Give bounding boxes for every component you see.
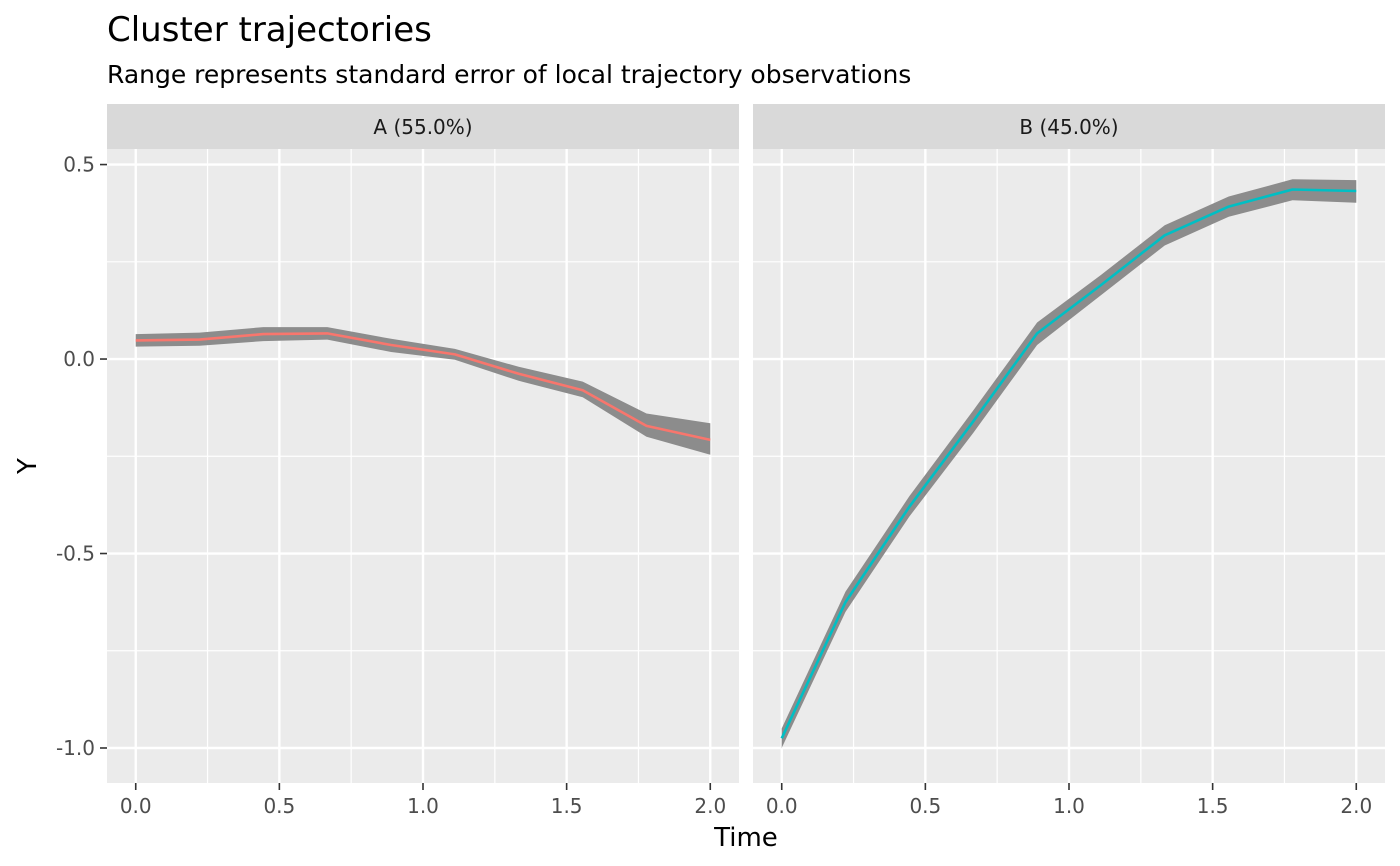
y-tick-label: -0.5	[56, 542, 95, 566]
y-axis-title: Y	[13, 458, 43, 475]
y-tick-label: 0.0	[63, 347, 95, 371]
x-tick-label: 2.0	[1340, 794, 1372, 818]
x-tick-label: 2.0	[694, 794, 726, 818]
x-tick-label: 1.0	[1053, 794, 1085, 818]
facet-strip	[107, 104, 739, 149]
chart-subtitle: Range represents standard error of local…	[107, 60, 911, 89]
y-tick-label: 0.5	[63, 153, 95, 177]
x-tick-label: 0.5	[909, 794, 941, 818]
chart-title: Cluster trajectories	[107, 10, 432, 50]
facet-panel-1: A (55.0%) 0.0 0.5 1.0 1.5 2.0	[107, 104, 739, 818]
x-tick-label: 0.0	[120, 794, 152, 818]
x-tick-label: 0.0	[766, 794, 798, 818]
x-tick-label: 0.5	[263, 794, 295, 818]
facet-strip	[753, 104, 1385, 149]
trajectory-line	[135, 332, 711, 442]
facet-panels: A (55.0%) 0.0 0.5 1.0 1.5 2.0 B (45.0%) 0.0 0.5 1…	[107, 104, 1385, 818]
facet-strip-label: B (45.0%)	[1019, 115, 1118, 139]
x-tick-label: 1.5	[551, 794, 583, 818]
x-tick-label: 1.5	[1197, 794, 1229, 818]
facet-panel-2: B (45.0%) 0.0 0.5 1.0 1.5 2.0	[753, 104, 1385, 818]
x-axis-title: Time	[713, 823, 778, 853]
y-tick-label: -1.0	[56, 736, 95, 760]
y-axis: 0.5 0.0 -0.5 -1.0	[56, 153, 107, 760]
trajectory-line	[780, 188, 1357, 739]
x-tick-label: 1.0	[407, 794, 439, 818]
facet-strip-label: A (55.0%)	[373, 115, 472, 139]
